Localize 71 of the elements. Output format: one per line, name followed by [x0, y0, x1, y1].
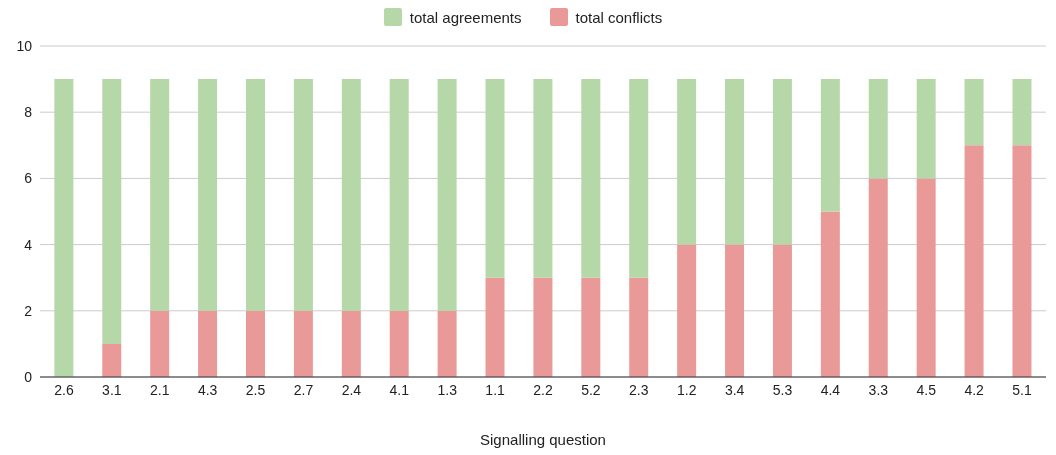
- legend-label: total conflicts: [575, 8, 663, 26]
- bar: [868, 79, 888, 179]
- x-tick-label: 4.1: [389, 381, 410, 398]
- x-tick-label: 2.3: [629, 381, 649, 398]
- bar: [677, 244, 697, 377]
- legend-label: total agreements: [409, 8, 522, 26]
- bar: [581, 277, 601, 377]
- x-tick-label: 5.3: [772, 381, 793, 398]
- y-tick-label: 0: [24, 368, 33, 385]
- x-tick-label: 3.4: [724, 381, 745, 398]
- x-tick-label: 4.5: [916, 381, 937, 398]
- bar: [293, 310, 313, 377]
- x-tick-label: 2.7: [293, 381, 314, 398]
- bar: [54, 79, 74, 377]
- bar: [341, 310, 361, 377]
- x-tick-label: 4.2: [964, 381, 985, 398]
- x-tick-label: 3.1: [102, 381, 122, 398]
- bar: [916, 178, 936, 377]
- x-tick-label: 1.1: [485, 381, 506, 398]
- bar: [629, 277, 649, 377]
- x-tick-label: 2.2: [533, 381, 553, 398]
- bar: [198, 79, 218, 311]
- bar: [533, 277, 553, 377]
- x-tick-label: 1.2: [676, 381, 697, 398]
- bar: [437, 79, 457, 311]
- x-tick-label: 4.4: [820, 381, 841, 398]
- x-axis-title: Signalling question: [480, 431, 606, 448]
- bar: [150, 310, 170, 377]
- bar: [772, 244, 792, 377]
- bar: [677, 79, 697, 245]
- bar: [198, 310, 218, 377]
- bar: [725, 79, 745, 245]
- x-tick-label: 4.3: [197, 381, 218, 398]
- bar: [150, 79, 170, 311]
- bar: [1012, 145, 1032, 377]
- bar: [341, 79, 361, 311]
- bar: [102, 79, 122, 344]
- x-tick-label: 3.3: [868, 381, 889, 398]
- bar: [245, 310, 265, 377]
- x-tick-label: 2.5: [245, 381, 266, 398]
- y-tick-label: 2: [24, 302, 33, 319]
- y-tick-label: 6: [24, 170, 33, 187]
- bar: [868, 178, 888, 377]
- x-tick-label: 2.4: [341, 381, 362, 398]
- bar: [533, 79, 553, 278]
- bar: [820, 211, 840, 377]
- bar: [916, 79, 936, 179]
- bar: [964, 79, 984, 146]
- y-tick-label: 10: [16, 37, 33, 54]
- bar: [1012, 79, 1032, 146]
- bar: [389, 79, 409, 311]
- bar: [485, 277, 505, 377]
- x-tick-label: 2.1: [150, 381, 170, 398]
- bar: [102, 343, 122, 377]
- bar: [245, 79, 265, 311]
- x-tick-label: 2.6: [54, 381, 74, 398]
- y-tick-label: 8: [24, 104, 33, 121]
- bar: [725, 244, 745, 377]
- bar: [772, 79, 792, 245]
- bar: [437, 310, 457, 377]
- bar: [581, 79, 601, 278]
- bar: [629, 79, 649, 278]
- x-tick-label: 1.3: [437, 381, 458, 398]
- x-tick-label: 5.1: [1012, 381, 1032, 398]
- bar: [389, 310, 409, 377]
- bar: [293, 79, 313, 311]
- bar: [485, 79, 505, 278]
- y-tick-label: 4: [24, 236, 33, 253]
- bar: [820, 79, 840, 212]
- bar: [964, 145, 984, 377]
- x-tick-label: 5.2: [581, 381, 601, 398]
